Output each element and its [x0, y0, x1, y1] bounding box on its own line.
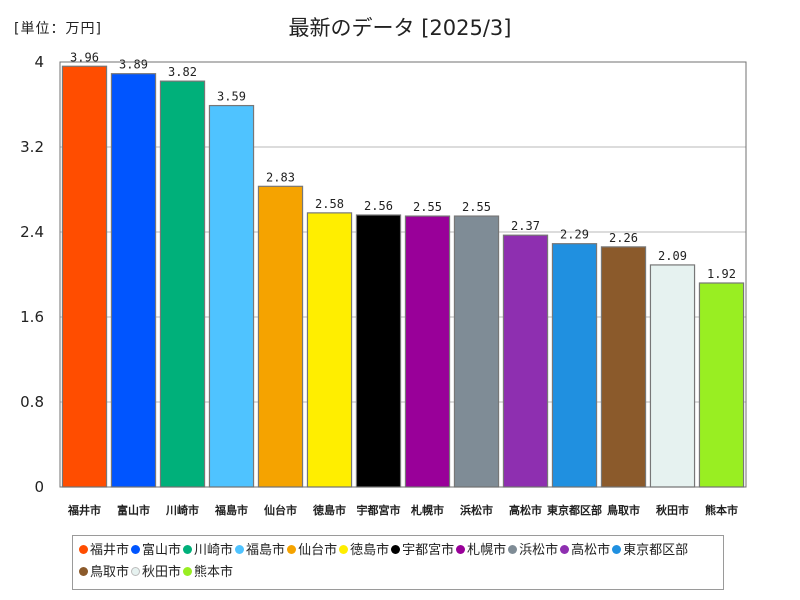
- x-tick-label: 徳島市: [312, 503, 346, 517]
- legend-label: 福島市: [246, 543, 286, 558]
- legend-label: 鳥取市: [90, 565, 130, 580]
- legend-item: 宇都宮市: [391, 540, 454, 562]
- legend-marker: [183, 567, 193, 576]
- x-tick-label: 高松市: [509, 503, 542, 517]
- x-tick-label: 熊本市: [705, 503, 738, 517]
- value-label: 2.26: [609, 231, 638, 245]
- plot-frame: [59, 61, 747, 488]
- x-tick-label: 福島市: [214, 503, 248, 517]
- x-tick-label: 川崎市: [165, 503, 199, 517]
- legend-label: 札幌市: [467, 543, 507, 558]
- legend-item: 福井市: [79, 540, 129, 562]
- bar: [257, 185, 304, 488]
- legend-marker: [456, 545, 466, 554]
- value-label: 2.56: [364, 199, 393, 213]
- legend-marker: [131, 545, 141, 554]
- legend-label: 富山市: [142, 543, 182, 558]
- y-tick-label: 2.4: [20, 223, 44, 241]
- x-tick-label: 秋田市: [656, 503, 689, 517]
- legend-item: 浜松市: [508, 540, 558, 562]
- legend-item: 徳島市: [339, 540, 389, 562]
- legend-marker: [612, 545, 622, 554]
- value-label: 3.82: [168, 65, 197, 79]
- legend-marker: [183, 545, 193, 554]
- bar: [306, 212, 353, 488]
- value-labels: 3.96 3.89 3.82 3.59 2.83 2.58 2.56 2.55 2.55 2.37…: [70, 50, 736, 281]
- bar: [502, 234, 549, 488]
- legend-marker: [131, 567, 141, 576]
- value-label: 3.89: [119, 58, 148, 72]
- legend-label: 秋田市: [142, 565, 182, 580]
- legend-label: 仙台市: [298, 543, 338, 558]
- y-tick-label: 1.6: [20, 308, 44, 326]
- y-tick-label: 3.2: [20, 138, 44, 156]
- legend-marker: [339, 545, 349, 554]
- x-axis: 福井市 富山市 川崎市 福島市 仙台市 徳島市 宇都宮市 札幌市 浜松市 高松市 東京都区部 鳥取市 秋…: [67, 503, 738, 517]
- y-tick-label: 4: [34, 53, 44, 71]
- legend-item: 富山市: [131, 540, 181, 562]
- legend-label: 浜松市: [519, 543, 559, 558]
- bar: [110, 73, 157, 488]
- legend-label: 川崎市: [194, 543, 234, 558]
- bar: [355, 214, 402, 488]
- legend-marker: [79, 545, 88, 554]
- legend-marker: [79, 567, 88, 576]
- y-tick-label: 0.8: [20, 393, 44, 411]
- legend-marker: [391, 545, 401, 554]
- legend-marker: [287, 545, 297, 554]
- value-label: 2.58: [315, 197, 344, 211]
- x-tick-label: 富山市: [117, 503, 150, 517]
- y-tick-label: 0: [34, 478, 44, 496]
- value-label: 2.29: [560, 228, 589, 242]
- bar: [600, 246, 647, 488]
- x-tick-label: 札幌市: [410, 503, 444, 517]
- legend-item: 札幌市: [456, 540, 506, 562]
- bar: [61, 65, 108, 488]
- legend-item: 福島市: [235, 540, 285, 562]
- value-label: 1.92: [707, 267, 736, 281]
- value-label: 2.55: [462, 200, 491, 214]
- legend-item: 熊本市: [183, 562, 233, 584]
- legend-marker: [235, 545, 245, 554]
- legend-item: 東京都区部: [612, 540, 688, 562]
- chart-title: 最新のデータ [2025/3]: [288, 16, 512, 40]
- legend-item: 川崎市: [183, 540, 233, 562]
- y-axis: 0 0.8 1.6 2.4 3.2 4: [20, 53, 44, 496]
- x-tick-label: 仙台市: [264, 503, 297, 517]
- legend-marker: [560, 545, 570, 554]
- legend-label: 熊本市: [194, 565, 234, 580]
- value-label: 3.96: [70, 50, 99, 64]
- unit-label: [単位：万円]: [14, 21, 102, 37]
- x-tick-label: 浜松市: [460, 503, 493, 517]
- bar-chart: 0 0.8 1.6 2.4 3.2 4 3.96 3.89 3.82 3.59 2.83 2.58 2…: [20, 50, 747, 517]
- legend-item: 仙台市: [287, 540, 337, 562]
- value-label: 2.37: [511, 219, 540, 233]
- value-label: 2.55: [413, 200, 442, 214]
- bar: [649, 264, 696, 488]
- value-label: 2.09: [658, 249, 687, 263]
- legend-label: 東京都区部: [623, 543, 689, 558]
- bar: [208, 104, 255, 488]
- x-tick-label: 宇都宮市: [357, 503, 401, 517]
- x-tick-label: 福井市: [67, 503, 101, 517]
- x-tick-label: 鳥取市: [607, 503, 640, 517]
- legend-label: 高松市: [571, 543, 611, 558]
- value-label: 3.59: [217, 90, 246, 104]
- bars: [61, 65, 745, 488]
- bar: [453, 215, 500, 488]
- bar: [404, 215, 451, 488]
- legend-label: 宇都宮市: [402, 543, 455, 558]
- legend: 福井市 富山市 川崎市 福島市 仙台市 徳島市 宇都宮市 札幌市 浜松市 高松市 東京都区部鳥取市秋…: [72, 535, 724, 590]
- value-label: 2.83: [266, 170, 295, 184]
- legend-item: 鳥取市: [79, 562, 129, 584]
- bar: [159, 80, 206, 488]
- legend-marker: [508, 545, 518, 554]
- bar: [551, 243, 598, 488]
- legend-label: 福井市: [90, 543, 130, 558]
- legend-item: 秋田市: [131, 562, 181, 584]
- x-tick-label: 東京都区部: [547, 503, 602, 517]
- legend-item: 高松市: [560, 540, 610, 562]
- legend-label: 徳島市: [350, 543, 390, 558]
- bar: [698, 282, 745, 488]
